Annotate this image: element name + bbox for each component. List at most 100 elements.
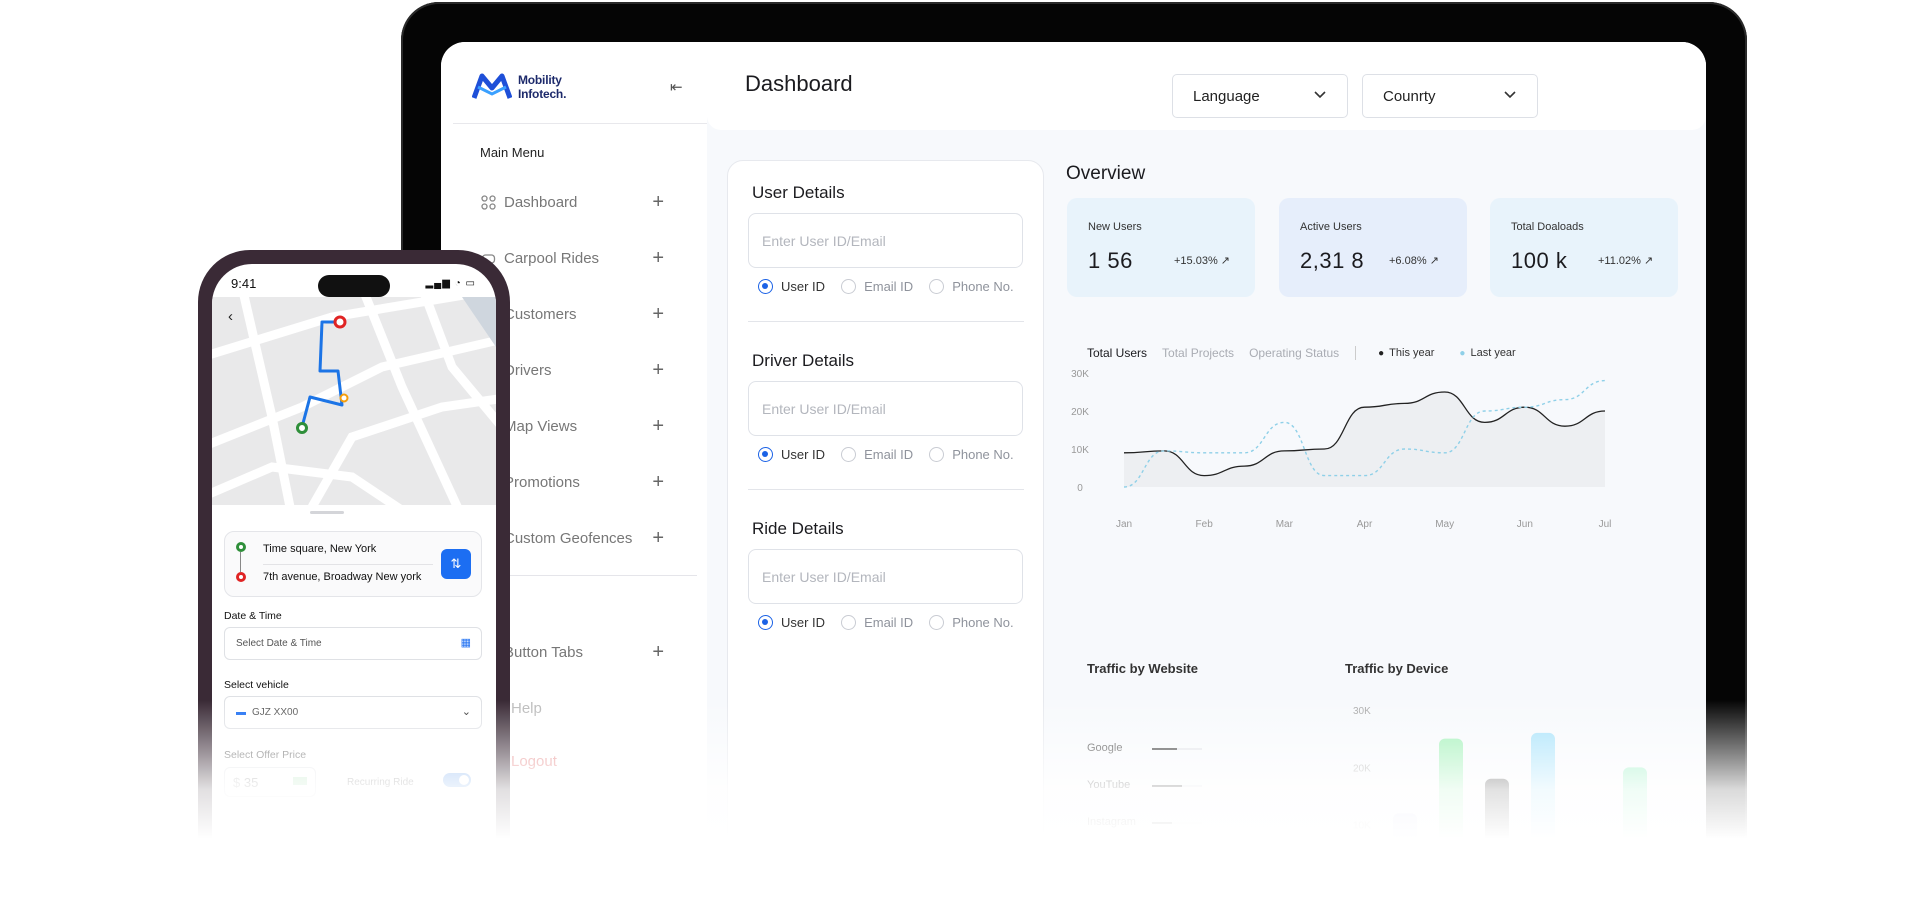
sidebar-item-dashboard[interactable]: Dashboard + (480, 190, 680, 214)
recurring-ride-toggle[interactable] (443, 773, 471, 787)
tab-total-users[interactable]: Total Users (1087, 346, 1148, 360)
sidebar-item-promotions[interactable]: Promotions + (480, 470, 680, 494)
stat-card-new-users: New Users 1 56 +15.03% ↗ (1067, 198, 1255, 297)
origin-dot-icon (236, 542, 246, 552)
x-tick-label: May (1435, 519, 1454, 530)
vehicle-select[interactable]: ▬ GJZ XX00 ⌄ (224, 696, 482, 729)
expand-plus-icon[interactable]: + (652, 302, 664, 325)
driver-details-input[interactable]: Enter User ID/Email (748, 381, 1023, 436)
radio-email-id[interactable]: Email ID (841, 447, 913, 462)
y-tick-label: 0 (1077, 483, 1083, 494)
y-tick-label: 20K (1071, 407, 1089, 418)
route-map[interactable]: ‹ (212, 285, 496, 521)
origin-pin-icon (296, 422, 308, 434)
user-details-title: User Details (752, 183, 845, 202)
booking-sheet: Time square, New York 7th avenue, Broadw… (212, 505, 496, 898)
radio-phone-no[interactable]: Phone No. (929, 279, 1014, 294)
legend-last-year-dot: ● (1459, 347, 1466, 359)
brand-logo[interactable]: Mobility Infotech. (472, 72, 566, 102)
radio-phone-no[interactable]: Phone No. (929, 615, 1014, 630)
sidebar-divider (453, 575, 697, 576)
wifi-icon: ◔ (454, 278, 462, 289)
stat-change-text: +15.03% (1174, 255, 1218, 267)
brand-line-2: Infotech. (518, 87, 567, 101)
y-tick-label: 10K (1071, 445, 1089, 456)
y-tick-label: 20K (1353, 763, 1371, 774)
destination-field[interactable]: 7th avenue, Broadway New york (263, 571, 422, 583)
collapse-sidebar-icon[interactable]: ⇤ (670, 79, 683, 96)
ride-details-input[interactable]: Enter User ID/Email (748, 549, 1023, 604)
radio-label: Phone No. (952, 447, 1014, 462)
stat-card-total-downloads: Total Doaloads 100 k +11.02% ↗ (1490, 198, 1678, 297)
expand-plus-icon[interactable]: + (652, 190, 664, 213)
tab-operating-status[interactable]: Operating Status (1249, 346, 1340, 360)
sidebar-item-custom-geofences[interactable]: Custom Geofences + (480, 526, 680, 550)
stat-change-text: +11.02% (1598, 255, 1641, 267)
user-details-radio-group: User ID Email ID Phone No. (758, 279, 1030, 294)
expand-plus-icon[interactable]: + (652, 470, 664, 493)
radio-empty-icon (841, 279, 857, 294)
origin-field[interactable]: Time square, New York (263, 543, 377, 555)
swap-route-button[interactable]: ⇅ (441, 549, 471, 579)
traffic-device-title: Traffic by Device (1345, 661, 1449, 676)
expand-plus-icon[interactable]: + (652, 526, 664, 549)
route-path (300, 320, 344, 428)
calendar-icon[interactable]: ▦ (460, 637, 471, 649)
x-tick-label: Jan (1116, 519, 1132, 530)
phone-screen: 9:41 ▂▄▆ ◔ ▭ (212, 264, 496, 898)
expand-plus-icon[interactable]: + (652, 640, 664, 663)
legend-last-year: Last year (1470, 347, 1516, 359)
stat-value: 100 k (1511, 248, 1568, 273)
sidebar-divider (453, 123, 707, 124)
overview-title: Overview (1066, 163, 1146, 184)
device-bar (1485, 778, 1509, 882)
toggle-knob (459, 775, 469, 785)
radio-email-id[interactable]: Email ID (841, 615, 913, 630)
destination-dot-icon (236, 572, 246, 582)
select-vehicle-label: Select vehicle (224, 679, 289, 691)
sidebar-item-logout[interactable]: Logout (511, 753, 557, 770)
sidebar-item-label: Customers (504, 305, 577, 323)
date-time-input[interactable]: Select Date & Time ▦ (224, 627, 482, 660)
sidebar-item-map-views[interactable]: Map Views + (480, 414, 680, 438)
radio-selected-icon (758, 279, 773, 294)
country-dropdown[interactable]: Counrty (1362, 74, 1538, 118)
sheet-handle[interactable] (310, 511, 344, 514)
chevron-down-icon: ⌄ (461, 706, 471, 718)
battery-icon: ▭ (465, 278, 476, 289)
traffic-website-row: Google (1087, 742, 1202, 754)
radio-selected-icon (758, 615, 773, 630)
user-details-input[interactable]: Enter User ID/Email (748, 213, 1023, 268)
radio-selected-icon (758, 447, 773, 462)
expand-plus-icon[interactable]: + (652, 246, 664, 269)
radio-user-id[interactable]: User ID (758, 447, 825, 462)
radio-label: User ID (781, 447, 826, 462)
grid-icon (480, 194, 496, 210)
back-arrow-icon[interactable]: ‹ (228, 308, 233, 325)
sidebar-item-carpool-rides[interactable]: Carpool Rides + (480, 246, 680, 270)
offer-price-input[interactable]: $ 35 (224, 767, 316, 797)
radio-phone-no[interactable]: Phone No. (929, 447, 1014, 462)
expand-plus-icon[interactable]: + (652, 358, 664, 381)
sidebar-item-label: Drivers (504, 361, 552, 379)
main-content: Dashboard Language Counrty User Details … (707, 42, 1706, 898)
section-divider (748, 489, 1024, 490)
expand-plus-icon[interactable]: + (652, 414, 664, 437)
sidebar-item-button-tabs[interactable]: Button Tabs + (480, 640, 680, 664)
radio-user-id[interactable]: User ID (758, 615, 825, 630)
sidebar-item-customers[interactable]: Customers + (480, 302, 680, 326)
radio-email-id[interactable]: Email ID (841, 279, 913, 294)
traffic-website-label: Google (1087, 742, 1123, 754)
tab-total-projects[interactable]: Total Projects (1162, 346, 1235, 360)
device-bar (1393, 813, 1417, 882)
sidebar-item-drivers[interactable]: Drivers + (480, 358, 680, 382)
brand-line-1: Mobility (518, 73, 562, 87)
sidebar-item-help[interactable]: Help (511, 700, 542, 717)
language-dropdown[interactable]: Language (1172, 74, 1348, 118)
radio-user-id[interactable]: User ID (758, 279, 825, 294)
radio-empty-icon (841, 447, 857, 462)
radio-empty-icon (929, 279, 945, 294)
sidebar-item-label: Map Views (504, 417, 578, 435)
x-tick-label: Jun (1517, 519, 1533, 530)
